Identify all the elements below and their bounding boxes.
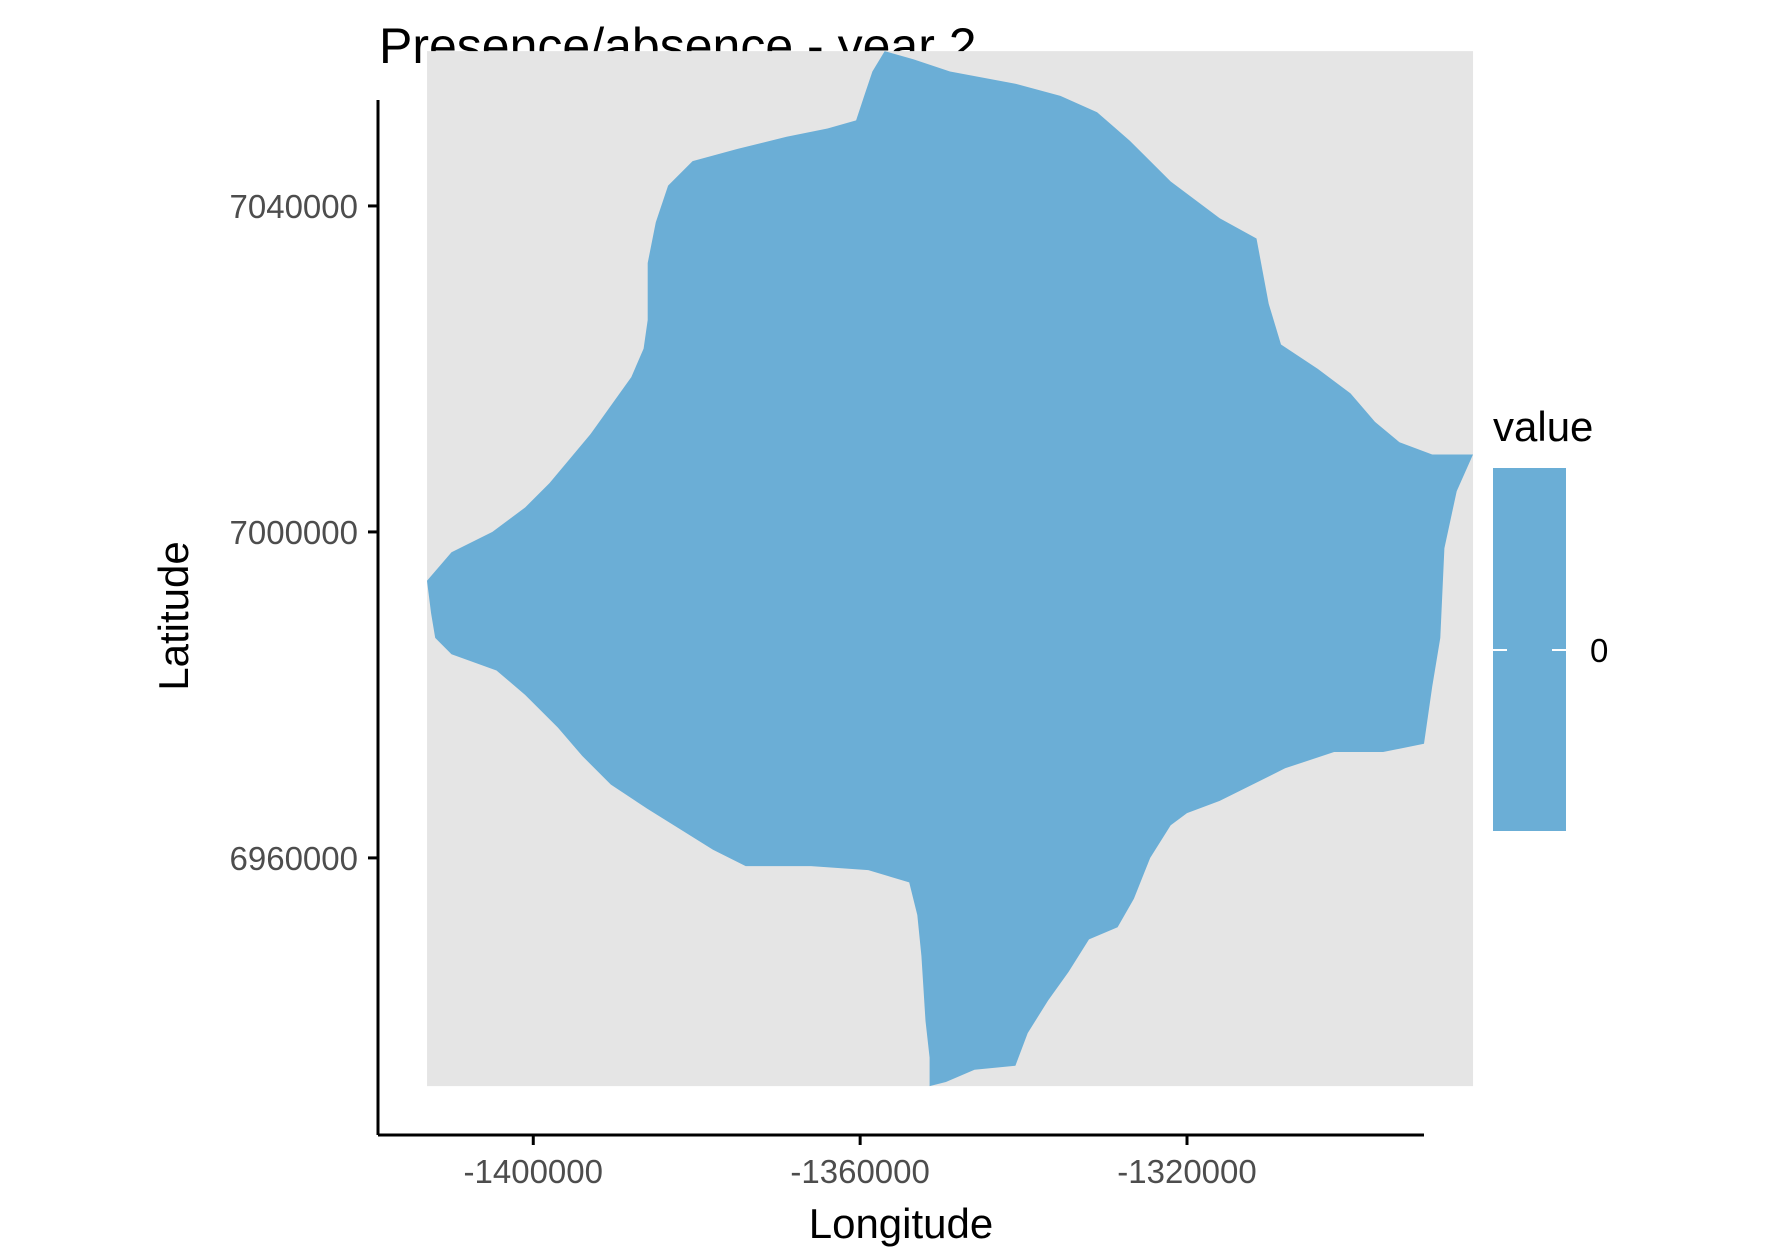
y-tick-label: 6960000 [230,840,358,877]
y-tick-label: 7000000 [230,514,358,551]
plot-area [427,51,1474,1087]
presence-region [427,51,1473,1087]
x-ticks: -1400000 -1360000 -1320000 [464,1135,1257,1190]
y-ticks: 7040000 7000000 6960000 [230,188,378,877]
x-tick-label: -1400000 [464,1153,603,1190]
legend-title: value [1493,403,1593,450]
x-axis-title: Longitude [809,1200,994,1247]
legend-label: 0 [1590,632,1608,669]
axes: -1400000 -1360000 -1320000 7040000 7000000 6… [230,100,1424,1190]
y-axis-title: Latitude [150,541,197,690]
x-tick-label: -1360000 [790,1153,929,1190]
legend: value 0 [1493,403,1608,831]
y-tick-label: 7040000 [230,188,358,225]
x-tick-label: -1320000 [1117,1153,1256,1190]
